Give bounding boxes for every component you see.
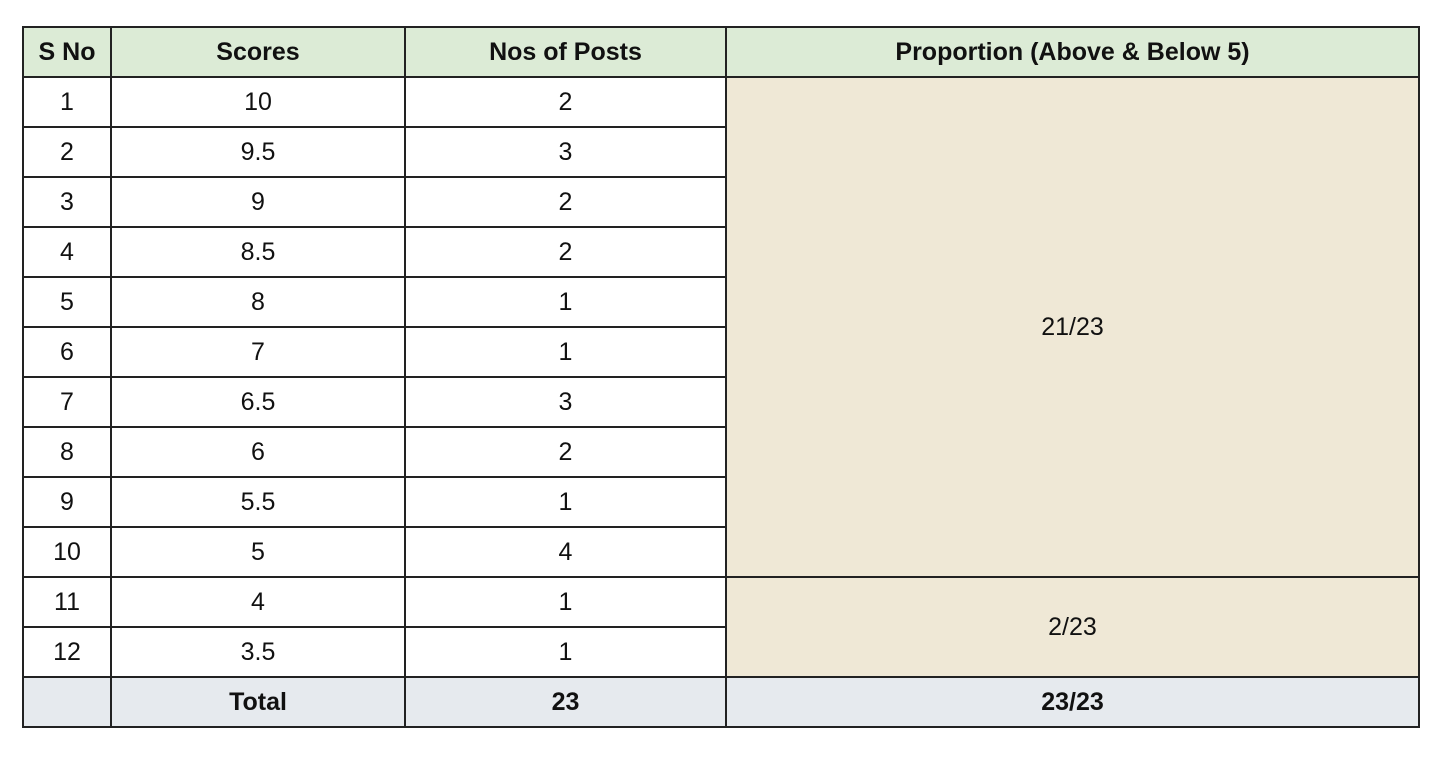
header-proportion: Proportion (Above & Below 5) bbox=[725, 26, 1420, 78]
score-cell: 6.5 bbox=[110, 376, 406, 428]
score-cell: 7 bbox=[110, 326, 406, 378]
table-row: 12 3.5 1 bbox=[22, 626, 1419, 678]
score-cell: 9.5 bbox=[110, 126, 406, 178]
table-row: 9 5.5 1 bbox=[22, 476, 1419, 528]
table-body: 1 10 2 21/23 2 9.5 3 3 9 2 4 8.5 2 5 8 1… bbox=[22, 76, 1420, 678]
sno-cell: 12 bbox=[22, 626, 112, 678]
sno-cell: 5 bbox=[22, 276, 112, 328]
table-row: 11 4 1 2/23 bbox=[22, 576, 1420, 678]
total-posts: 23 bbox=[404, 676, 727, 728]
table-row: 3 9 2 bbox=[22, 176, 1419, 228]
score-cell: 6 bbox=[110, 426, 406, 478]
posts-cell: 2 bbox=[404, 76, 727, 128]
sno-cell: 1 bbox=[22, 76, 112, 128]
table-row: 5 8 1 bbox=[22, 276, 1419, 328]
posts-cell: 3 bbox=[404, 376, 727, 428]
score-cell: 5.5 bbox=[110, 476, 406, 528]
table-footer: Total 23 23/23 bbox=[22, 676, 1420, 728]
header-scores: Scores bbox=[110, 26, 406, 78]
total-row: Total 23 23/23 bbox=[22, 676, 1420, 728]
score-cell: 8 bbox=[110, 276, 406, 328]
posts-cell: 4 bbox=[404, 526, 727, 578]
header-posts: Nos of Posts bbox=[404, 26, 727, 78]
proportion-below-cell: 2/23 bbox=[725, 576, 1420, 678]
sno-cell: 4 bbox=[22, 226, 112, 278]
total-label: Total bbox=[110, 676, 406, 728]
score-cell: 9 bbox=[110, 176, 406, 228]
sno-cell: 7 bbox=[22, 376, 112, 428]
table-header: S No Scores Nos of Posts Proportion (Abo… bbox=[22, 26, 1420, 78]
table-row: 6 7 1 bbox=[22, 326, 1419, 378]
sno-cell: 2 bbox=[22, 126, 112, 178]
sno-cell: 10 bbox=[22, 526, 112, 578]
table-row: 4 8.5 2 bbox=[22, 226, 1419, 278]
table-row: 8 6 2 bbox=[22, 426, 1419, 478]
posts-cell: 1 bbox=[404, 476, 727, 528]
header-sno: S No bbox=[22, 26, 112, 78]
scores-table: S No Scores Nos of Posts Proportion (Abo… bbox=[22, 26, 1420, 728]
sno-cell: 9 bbox=[22, 476, 112, 528]
table-row: 2 9.5 3 bbox=[22, 126, 1419, 178]
table-row: 1 10 2 21/23 bbox=[22, 76, 1420, 578]
sno-cell: 11 bbox=[22, 576, 112, 628]
posts-cell: 1 bbox=[404, 626, 727, 678]
sno-cell: 8 bbox=[22, 426, 112, 478]
posts-cell: 1 bbox=[404, 576, 727, 628]
sno-cell: 6 bbox=[22, 326, 112, 378]
posts-cell: 1 bbox=[404, 276, 727, 328]
score-cell: 8.5 bbox=[110, 226, 406, 278]
sno-cell: 3 bbox=[22, 176, 112, 228]
total-sno-cell bbox=[22, 676, 112, 728]
posts-cell: 3 bbox=[404, 126, 727, 178]
score-cell: 3.5 bbox=[110, 626, 406, 678]
posts-cell: 1 bbox=[404, 326, 727, 378]
proportion-above-cell: 21/23 bbox=[725, 76, 1420, 578]
header-row: S No Scores Nos of Posts Proportion (Abo… bbox=[22, 26, 1420, 78]
score-cell: 10 bbox=[110, 76, 406, 128]
score-cell: 5 bbox=[110, 526, 406, 578]
posts-cell: 2 bbox=[404, 176, 727, 228]
score-cell: 4 bbox=[110, 576, 406, 628]
total-proportion: 23/23 bbox=[725, 676, 1420, 728]
posts-cell: 2 bbox=[404, 426, 727, 478]
table-row: 7 6.5 3 bbox=[22, 376, 1419, 428]
posts-cell: 2 bbox=[404, 226, 727, 278]
table-row: 10 5 4 bbox=[22, 526, 1419, 578]
